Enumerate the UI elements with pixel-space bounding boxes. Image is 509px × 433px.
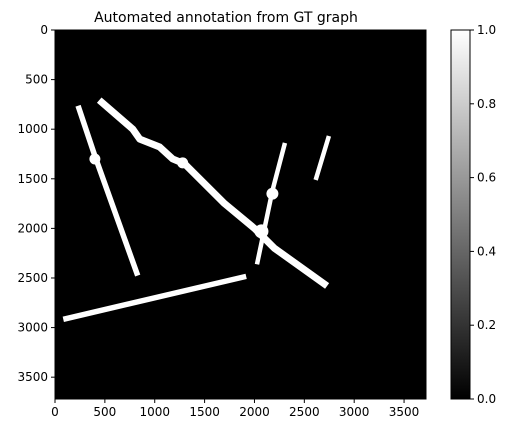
chart-title: Automated annotation from GT graph <box>94 10 358 26</box>
colorbar <box>450 29 471 400</box>
annotation-blob-4 <box>254 224 269 239</box>
colorbar-tick-label: 0.6 <box>477 171 496 185</box>
x-tick-label: 1000 <box>139 405 170 419</box>
annotation-segment-5 <box>313 135 332 181</box>
x-tick-label: 2500 <box>289 405 320 419</box>
colorbar-tick-label: 0.2 <box>477 318 496 332</box>
y-tick-label: 500 <box>25 73 48 87</box>
colorbar-tick-label: 0.0 <box>477 392 496 406</box>
colorbar-tick-label: 1.0 <box>477 23 496 37</box>
y-tick-label: 1500 <box>17 172 48 186</box>
x-tick-label: 1500 <box>189 405 220 419</box>
x-tick-label: 0 <box>51 405 59 419</box>
colorbar-tick-label: 0.4 <box>477 244 496 258</box>
x-tick-label: 3500 <box>389 405 420 419</box>
annotation-blob-3 <box>266 187 279 200</box>
x-tick-label: 3000 <box>339 405 370 419</box>
x-axis: 0 500 1000 1500 2000 2500 3000 3500 <box>51 399 419 419</box>
annotation-blob-1 <box>89 153 101 165</box>
y-tick-label: 2500 <box>17 271 48 285</box>
x-tick-label: 2000 <box>239 405 270 419</box>
annotation-blob-2 <box>177 157 189 169</box>
annotation-segment-3 <box>62 273 247 322</box>
annotation-segment-4 <box>254 142 288 265</box>
image-frame <box>54 29 427 400</box>
colorbar-tick-label: 0.8 <box>477 97 496 111</box>
y-axis: 0 500 1000 1500 2000 2500 3000 3500 <box>17 23 55 384</box>
colorbar-axis: 0.0 0.2 0.4 0.6 0.8 1.0 <box>470 23 496 406</box>
image-area <box>55 30 426 399</box>
y-tick-label: 3500 <box>17 370 48 384</box>
y-tick-label: 3000 <box>17 321 48 335</box>
y-tick-label: 1000 <box>17 122 48 136</box>
y-tick-label: 2000 <box>17 221 48 235</box>
y-tick-label: 0 <box>40 23 48 37</box>
x-tick-label: 500 <box>93 405 116 419</box>
